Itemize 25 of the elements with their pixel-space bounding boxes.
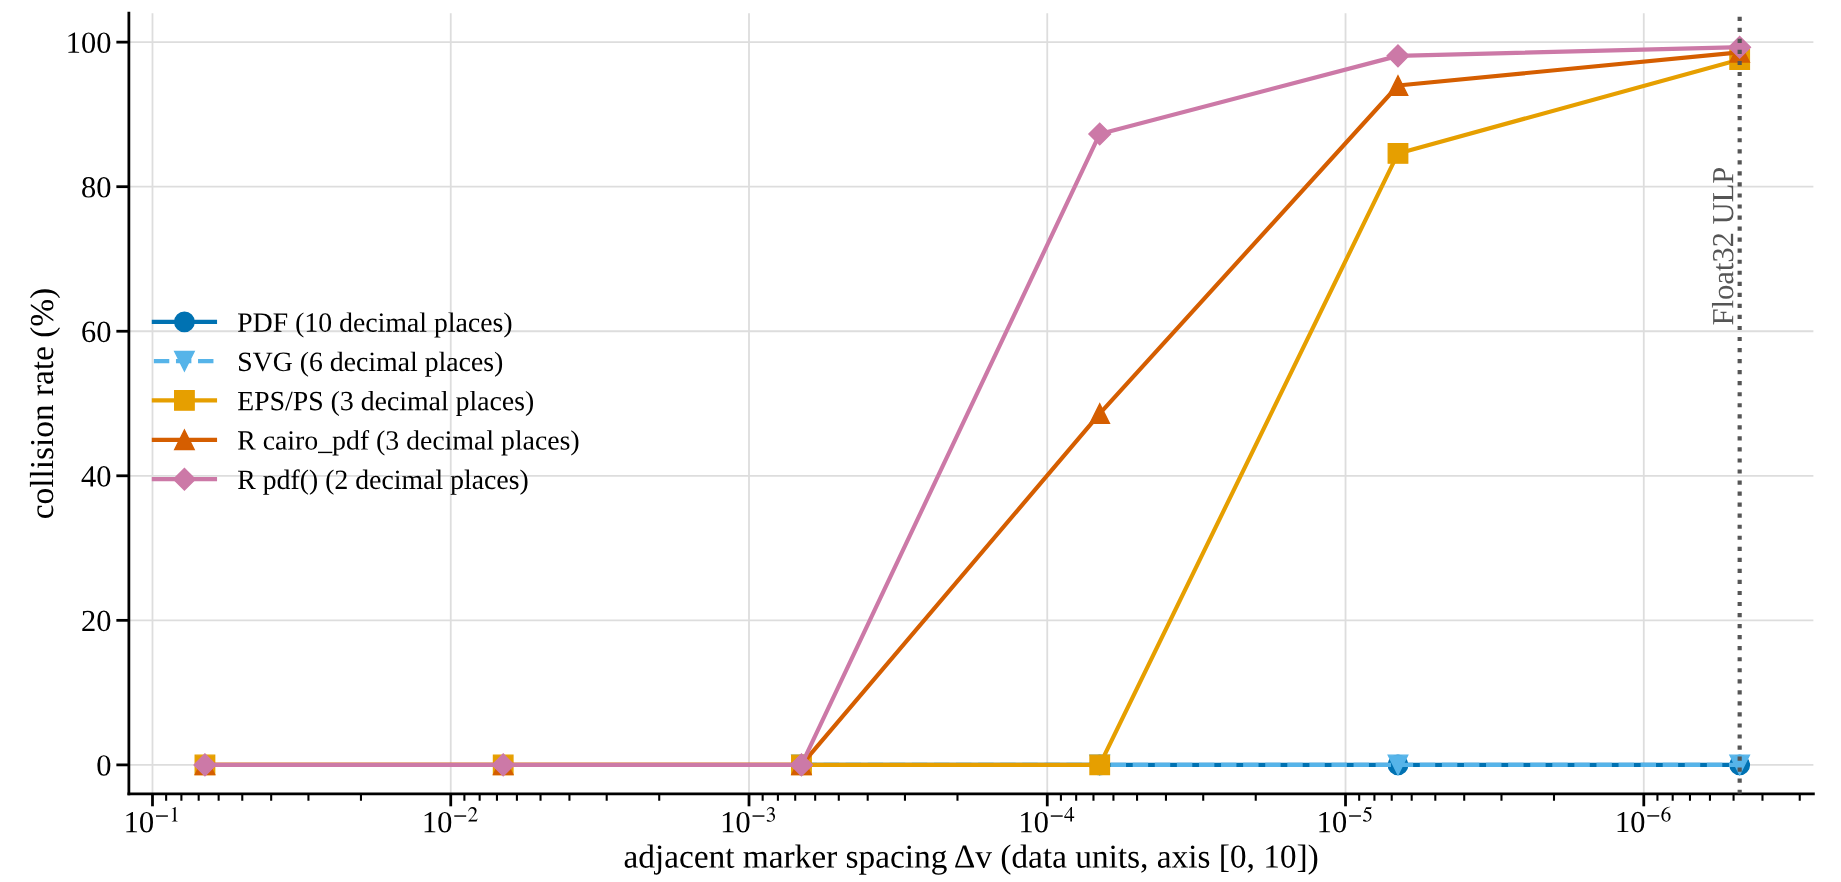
x-axis-title: adjacent marker spacing Δv (data units, axis [0, 10]) [624, 844, 1318, 875]
y-tick-label: 20 [82, 610, 111, 632]
point [1387, 75, 1409, 96]
x-tick-label: 10$^{−1}$ [126, 807, 178, 833]
y-tick-label: 60 [82, 321, 111, 343]
legend-label: R pdf() (2 decimal places) [238, 469, 528, 495]
y-tick-label: 40 [81, 466, 111, 487]
point [1387, 143, 1409, 164]
x-tick-label: 10$^{−4}$ [1021, 807, 1075, 833]
y-tick-label: 80 [82, 176, 111, 198]
y-tick-label: 0 [97, 755, 111, 776]
legend-label: PDF (10 decimal places) [238, 312, 512, 338]
point [1088, 122, 1112, 146]
legend-label: EPS/PS (3 decimal places) [238, 390, 534, 417]
x-tick-label: 10$^{−6}$ [1617, 806, 1671, 833]
ref-line-label: Float32 ULP [1711, 167, 1734, 325]
point [1089, 403, 1111, 425]
y-axis-title: collision rate (%) [29, 289, 61, 518]
x-tick-label: 10$^{−5}$ [1319, 806, 1372, 833]
x-tick-label: 10$^{−3}$ [722, 807, 776, 833]
legend-label: SVG (6 decimal places) [239, 351, 503, 377]
x-tick-label: 10$^{−2}$ [424, 807, 478, 833]
legend-label: R cairo_pdf (3 decimal places) [238, 429, 579, 456]
y-tick-label: 100 [68, 32, 111, 54]
point [1386, 44, 1410, 68]
